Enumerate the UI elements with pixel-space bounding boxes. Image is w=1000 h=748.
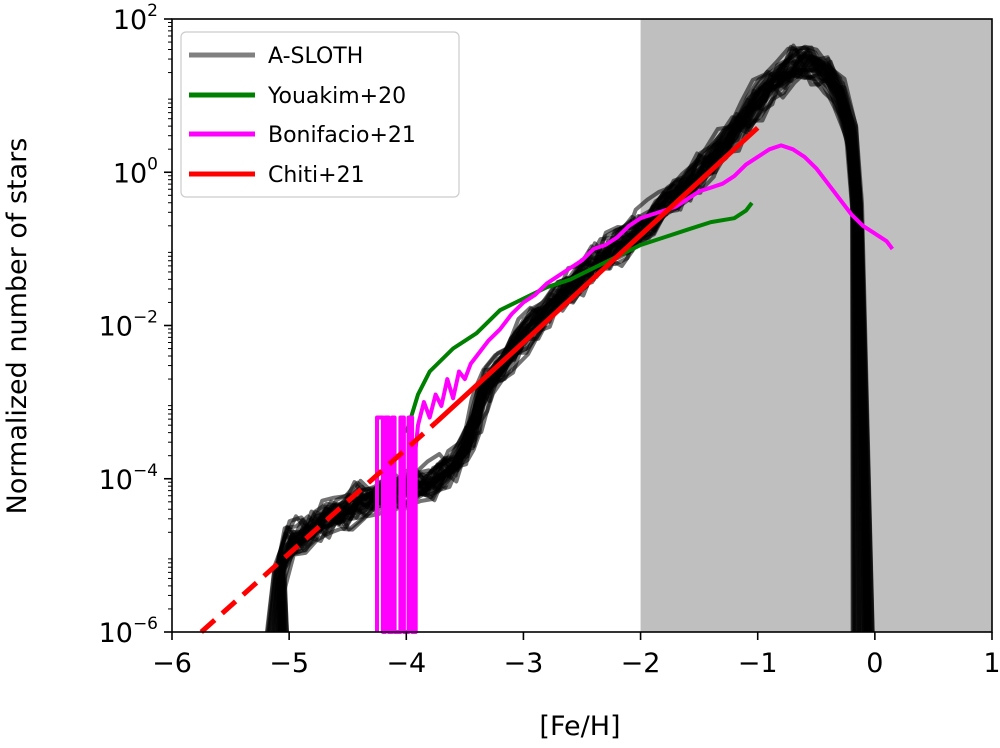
legend-label-chiti: Chiti+21 (268, 163, 365, 188)
x-tick-label: 1 (983, 648, 1000, 679)
x-tick-label: −3 (504, 648, 544, 679)
x-tick-label: −6 (152, 648, 192, 679)
legend-box (180, 31, 460, 198)
legend-label-a-sloth: A-SLOTH (268, 44, 363, 69)
x-tick-label: −5 (269, 648, 309, 679)
y-axis-title: Normalized number of stars (2, 138, 33, 515)
y-tick-label: 100 (113, 154, 158, 189)
y-tick-label: 10−2 (99, 308, 158, 343)
x-tick-label: −4 (386, 648, 426, 679)
shaded-region (640, 19, 992, 632)
y-axis: 10−6 10−4 10−2 100 102 (99, 1, 172, 649)
legend: A-SLOTH Youakim+20 Bonifacio+21 Chiti+21 (180, 31, 460, 198)
y-tick-label: 10−6 (99, 614, 158, 649)
legend-label-bonifacio: Bonifacio+21 (268, 123, 416, 148)
series-chiti-solid (433, 125, 760, 425)
series-chiti-dashed (199, 420, 438, 634)
x-axis: −6 −5 −4 −3 −2 −1 0 1 (152, 632, 1000, 679)
series-a-sloth-realization (281, 47, 872, 633)
x-axis-title: [Fe/H] (539, 711, 620, 742)
x-tick-label: −2 (621, 648, 661, 679)
plot-lines (199, 43, 894, 634)
y-tick-label: 10−4 (99, 461, 158, 496)
series-youakim (404, 201, 754, 434)
x-tick-label: −1 (738, 648, 778, 679)
y-tick-label: 102 (113, 1, 158, 36)
x-tick-label: 0 (866, 648, 883, 679)
legend-label-youakim: Youakim+20 (267, 84, 406, 109)
